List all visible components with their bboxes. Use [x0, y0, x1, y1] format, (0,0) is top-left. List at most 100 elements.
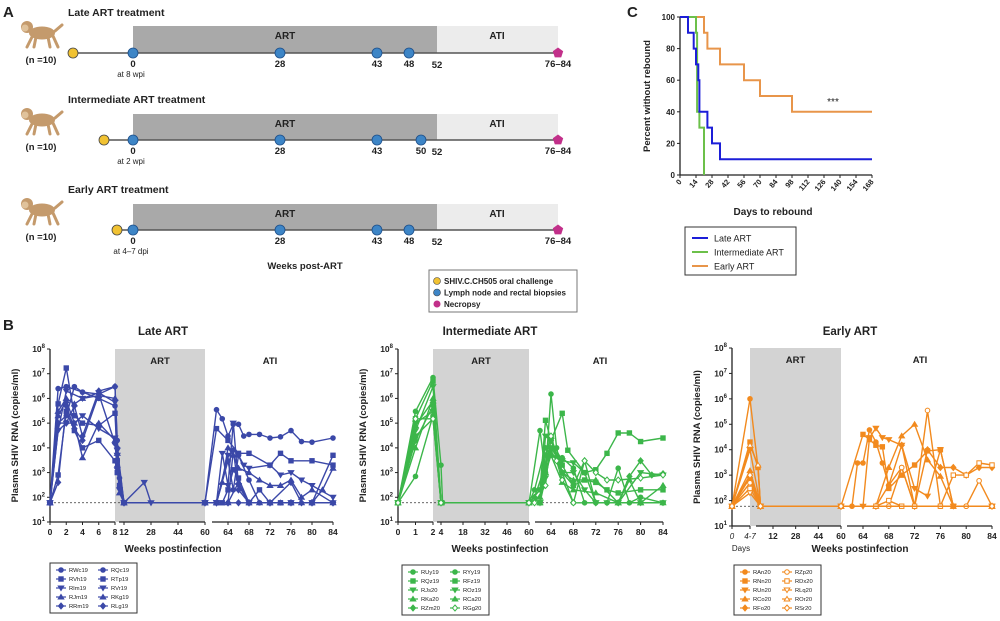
y-tick-label: 106: [714, 394, 727, 404]
legend-label: RLq20: [795, 588, 812, 594]
y-tick-exponent: 7: [724, 368, 728, 374]
legend-item: RJs20: [408, 587, 437, 594]
data-point: [531, 499, 538, 507]
y-tick-exponent: 3: [724, 470, 728, 476]
x-tick-label: 64: [858, 531, 868, 541]
y-tick-label: 104: [380, 443, 393, 453]
y-tick-label: 101: [380, 517, 393, 527]
y-tick-exponent: 3: [42, 468, 46, 474]
y-tick-exponent: 4: [724, 445, 728, 451]
legend-item: RFo20: [740, 604, 770, 612]
data-point: [860, 431, 866, 438]
y-tick-base: 10: [714, 521, 724, 531]
legend-marker-icon: [783, 587, 791, 594]
data-point: [225, 437, 231, 444]
x-tick-label: 126: [813, 178, 828, 193]
y-tick-exponent: 3: [390, 468, 394, 474]
legend-item: RWc19: [56, 567, 88, 574]
legend-label: RUy19: [421, 570, 439, 576]
week-label: 43: [372, 146, 383, 157]
data-point: [54, 419, 62, 427]
timeline-row: Intermediate ART treatment ART ATI 0 28 43 50 5…: [21, 94, 572, 166]
data-point: [266, 499, 274, 507]
start-note: at 4–7 dpi: [113, 247, 148, 256]
legend-marker-icon: [410, 569, 416, 575]
data-point: [592, 500, 600, 507]
data-point: [95, 419, 103, 426]
data-point: [637, 494, 644, 501]
start-note: at 8 wpi: [117, 70, 145, 79]
legend-marker-icon: [451, 587, 459, 594]
series-line: [49, 385, 333, 504]
data-point: [437, 499, 445, 507]
legend-label: RIm19: [69, 586, 86, 592]
y-tick-base: 10: [714, 343, 724, 353]
x-tick-label: 6: [96, 527, 101, 537]
legend-marker-icon: [783, 604, 791, 612]
biopsy-icon: [127, 224, 139, 236]
x-tick-label: 44: [814, 531, 824, 541]
data-point: [592, 468, 600, 477]
chart-legend: RAn20 RNn20 RUn20 RCo20 RFo20 RZp20 RDx20 RLq20…: [733, 564, 822, 616]
data-point: [604, 450, 610, 457]
data-point: [329, 464, 337, 471]
data-point: [309, 458, 315, 464]
legend-item: RSr20: [782, 604, 811, 612]
biopsy-icon: [371, 47, 383, 59]
data-point: [70, 420, 79, 427]
y-tick-base: 10: [380, 369, 390, 379]
x-tick-label: 18: [458, 527, 468, 537]
y-tick-exponent: 6: [42, 393, 46, 399]
legend-item: RYy19: [450, 569, 480, 576]
data-point: [438, 462, 444, 468]
y-axis-label: Plasma SHIV RNA (copies/ml): [10, 369, 21, 503]
data-point: [120, 499, 128, 507]
data-point: [246, 477, 252, 483]
data-point: [224, 444, 232, 451]
challenge-icon: [111, 224, 123, 236]
data-point: [592, 489, 600, 496]
data-point: [298, 438, 305, 445]
legend-label: RWc19: [69, 568, 88, 574]
legend-marker-icon: [742, 569, 748, 575]
legend-marker-icon: [451, 604, 459, 612]
y-tick-label: 106: [380, 393, 393, 403]
data-point: [219, 415, 226, 422]
data-point: [924, 407, 931, 414]
legend-label: RQc19: [111, 568, 129, 574]
y-tick-exponent: 2: [724, 496, 728, 502]
y-tick-exponent: 1: [390, 517, 394, 523]
data-point: [55, 401, 61, 407]
data-point: [277, 434, 284, 440]
biopsy-icon: [274, 224, 286, 236]
legend-label: RVr19: [111, 586, 127, 592]
x-tick-label: 14: [687, 177, 700, 190]
data-point: [245, 469, 253, 476]
legend-marker-icon: [784, 578, 790, 584]
ati-label: ATI: [263, 356, 278, 367]
legend-item: RLg19: [98, 602, 128, 610]
data-point: [95, 426, 103, 433]
data-point: [581, 457, 588, 465]
legend-marker-icon: [783, 595, 791, 602]
x-tick-label: 2: [64, 527, 69, 537]
data-point: [112, 458, 118, 464]
legend-item: Necropsy: [444, 300, 481, 309]
data-point: [224, 499, 232, 507]
data-point: [937, 463, 944, 472]
y-tick-base: 10: [714, 470, 724, 480]
ati-period-bar: [437, 204, 558, 230]
data-point: [542, 417, 549, 424]
data-point: [266, 481, 274, 488]
legend-marker-icon: [57, 593, 65, 600]
y-tick-label: 40: [666, 108, 675, 117]
data-point: [637, 487, 644, 493]
legend-item: ROz19: [450, 587, 481, 594]
chart-legend: RUy19 RQz19 RJs20 RKa20 RZm20 RYy19 RFz19 ROz19…: [401, 564, 490, 616]
art-period-bar: [133, 114, 437, 140]
data-point: [886, 497, 892, 504]
data-point: [79, 432, 86, 440]
x-tick-label: 168: [861, 178, 876, 193]
